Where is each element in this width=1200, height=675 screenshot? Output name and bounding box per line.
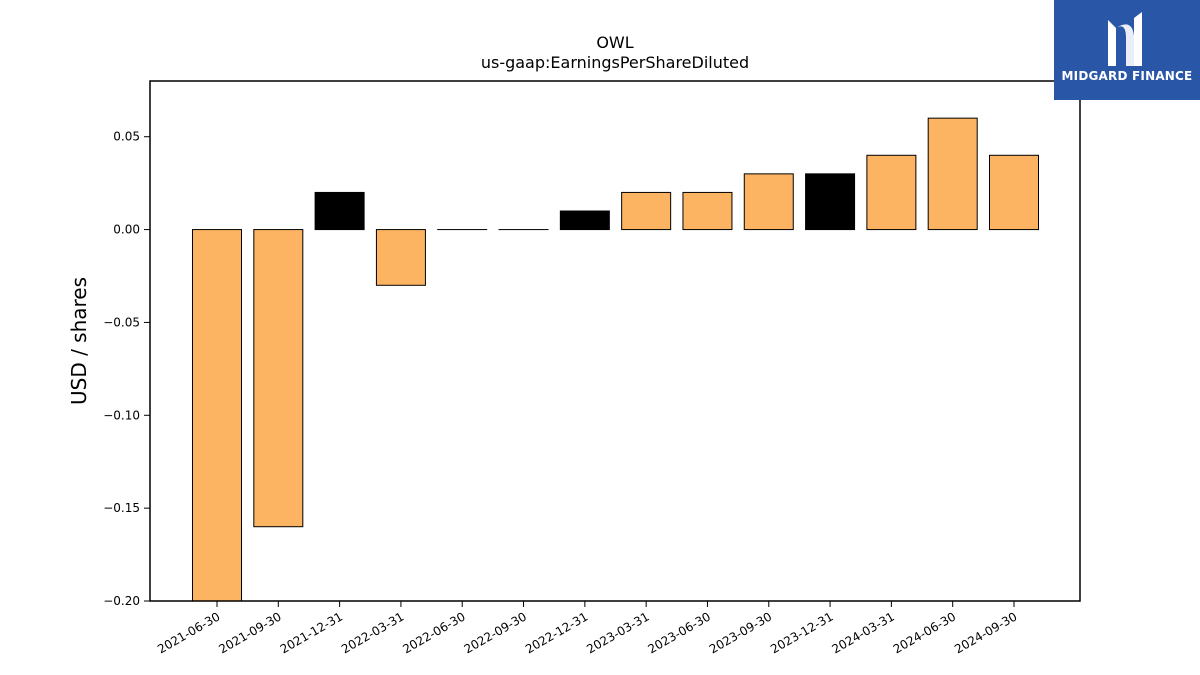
x-tick-label: 2022-06-30 [400,609,467,656]
x-tick-label: 2021-06-30 [155,609,222,656]
x-tick-label: 2023-09-30 [707,609,774,656]
y-tick-label: −0.10 [103,408,140,422]
brand-name: MIDGARD FINANCE [1061,69,1193,83]
bar-2021-09-30 [253,229,304,528]
y-tick-label: 0.00 [113,223,140,237]
x-tick-label: 2023-06-30 [646,609,713,656]
x-tick-label: 2021-09-30 [216,609,283,656]
x-tick-label: 2024-03-31 [829,609,896,656]
y-tick-label: −0.15 [103,501,140,515]
x-tick-label: 2023-03-31 [584,609,651,656]
bar-2024-06-30 [927,117,978,231]
bar-2021-06-30 [192,229,242,602]
x-tick-label: 2022-03-31 [339,609,406,656]
bar-2024-09-30 [989,154,1039,231]
bar-2023-06-30 [682,191,733,231]
x-tick-label: 2024-06-30 [891,609,958,656]
brand-logo: MIDGARD FINANCE [1054,0,1200,100]
x-tick-label: 2023-12-31 [768,609,835,656]
plot-frame [149,80,1081,602]
y-tick-label: −0.20 [103,594,140,608]
x-tick-label: 2021-12-31 [278,609,345,656]
bar-2023-03-31 [621,191,672,231]
bar-2024-03-31 [866,154,917,231]
chart-subtitle: us-gaap:EarningsPerShareDiluted [481,53,749,72]
chart-title: OWL [596,33,633,52]
bar-2023-12-31 [805,173,856,231]
y-tick-label: −0.05 [103,315,140,329]
midgard-logo-icon [1108,12,1142,66]
y-tick-label: 0.05 [113,130,140,144]
bar-2022-12-31 [559,210,610,231]
bar-2022-03-31 [375,229,426,286]
bar-2021-12-31 [314,191,365,231]
bars-group [192,117,1039,602]
x-ticks-group: 2021-06-302021-09-302021-12-312022-03-31… [155,601,1020,656]
x-tick-label: 2024-09-30 [952,609,1019,656]
x-tick-label: 2022-12-31 [523,609,590,656]
y-axis-label: USD / shares [67,277,91,405]
x-tick-label: 2022-09-30 [462,609,529,656]
y-ticks-group: 0.05 0.00 −0.05 −0.10 −0.15 −0.20 [103,130,150,608]
bar-2023-09-30 [743,173,794,231]
